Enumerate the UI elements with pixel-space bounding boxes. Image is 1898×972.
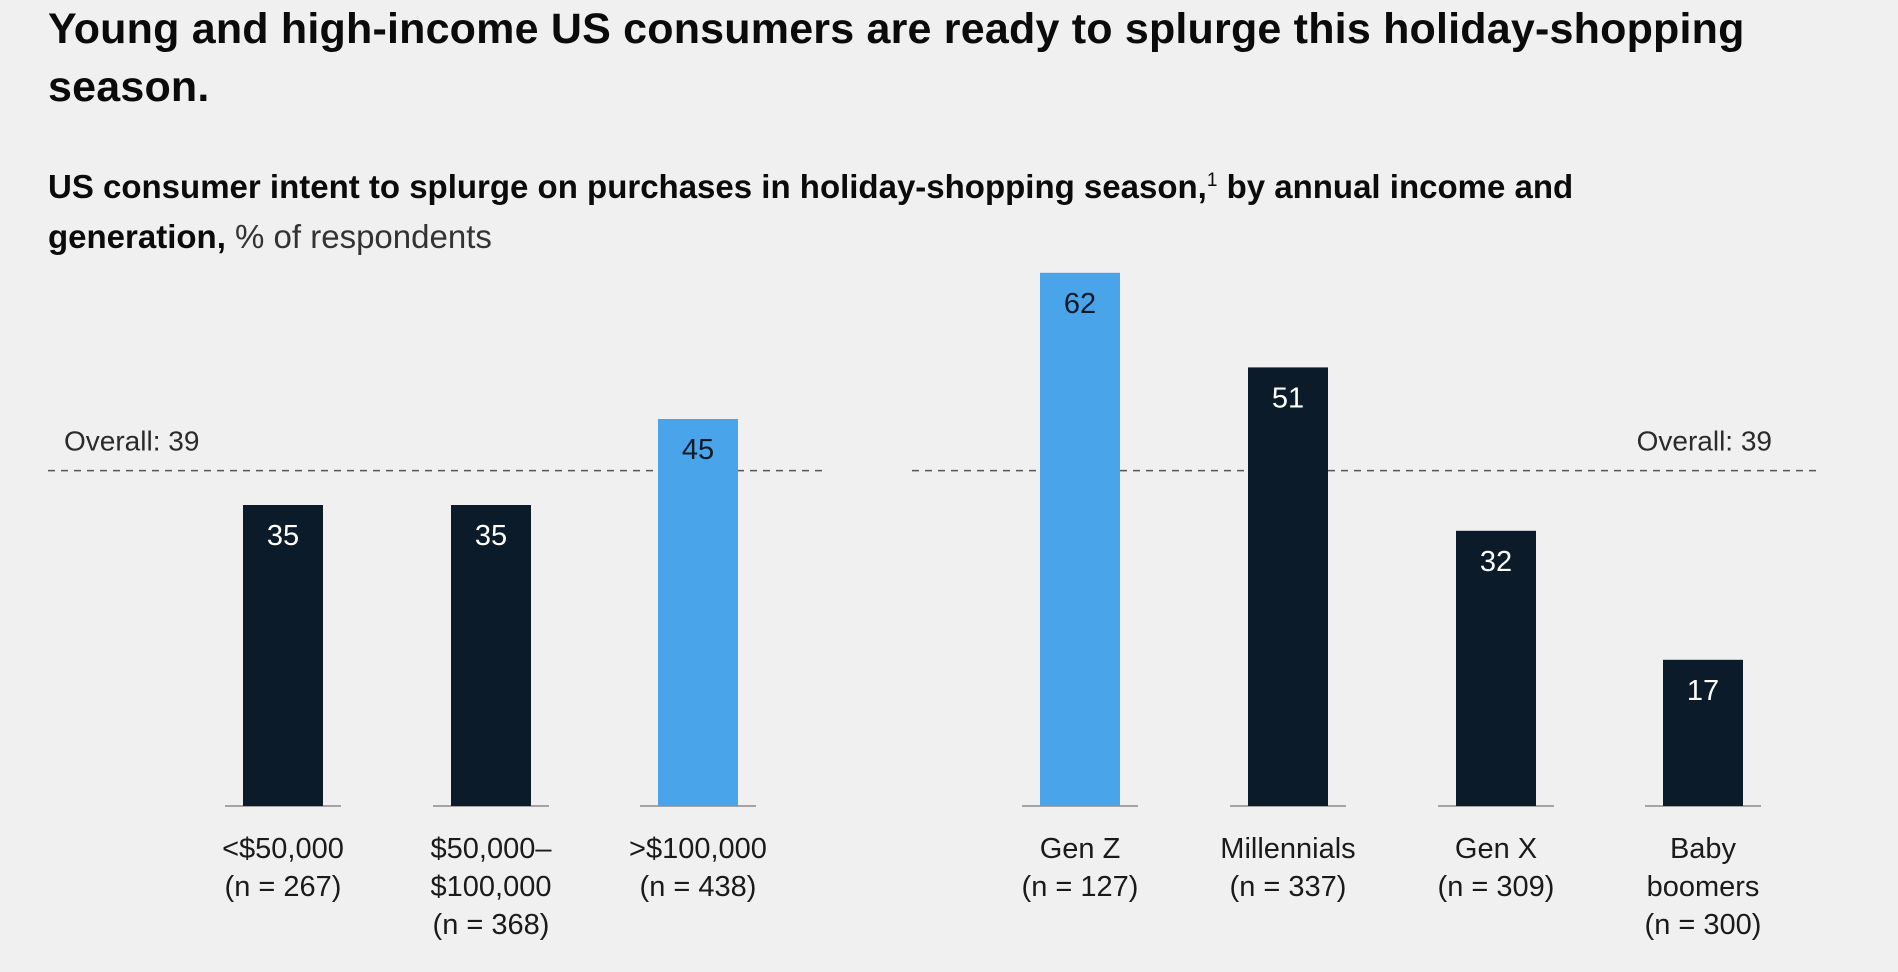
bar: [1248, 367, 1328, 806]
category-label: (n = 438): [640, 871, 757, 903]
category-label: >$100,000: [629, 833, 767, 865]
footnote-marker: 1: [1206, 170, 1218, 191]
category-label: (n = 127): [1022, 871, 1139, 903]
category-label: Gen X: [1455, 833, 1537, 865]
subtitle-continuation: by annual income and generation,: [48, 168, 1574, 255]
overall-reference-label: Overall: 39: [64, 426, 199, 457]
category-label: Millennials: [1220, 833, 1355, 865]
category-label: (n = 337): [1230, 871, 1347, 903]
bar-value-label: 62: [1064, 288, 1096, 320]
bar-value-label: 51: [1272, 382, 1304, 414]
chart-title: Young and high-income US consumers are r…: [48, 5, 1745, 111]
subtitle-unit: % of respondents: [225, 218, 492, 255]
category-label: Baby: [1670, 833, 1737, 865]
bar-value-label: 35: [267, 520, 299, 552]
category-label: Gen Z: [1040, 833, 1121, 865]
bar-value-label: 32: [1480, 546, 1512, 578]
bar: [658, 419, 738, 806]
bar: [451, 505, 531, 806]
chart-subtitle: US consumer intent to splurge on purchas…: [48, 162, 1748, 262]
bar: [1663, 659, 1743, 806]
category-label: <$50,000: [222, 833, 344, 865]
category-label: (n = 368): [433, 909, 550, 941]
category-label: (n = 300): [1645, 909, 1762, 941]
category-label: $100,000: [431, 871, 552, 903]
bar-value-label: 35: [475, 520, 507, 552]
category-label: (n = 267): [225, 871, 342, 903]
bar: [1040, 272, 1120, 806]
subtitle-main: US consumer intent to splurge on purchas…: [48, 168, 1207, 205]
bar: [1456, 530, 1536, 806]
category-label: $50,000–: [431, 833, 553, 865]
bar-value-label: 17: [1687, 675, 1719, 707]
category-label: boomers: [1647, 871, 1760, 903]
bar-value-label: 45: [682, 434, 714, 466]
category-label: (n = 309): [1438, 871, 1555, 903]
bar: [243, 505, 323, 806]
overall-reference-label: Overall: 39: [1637, 426, 1772, 457]
